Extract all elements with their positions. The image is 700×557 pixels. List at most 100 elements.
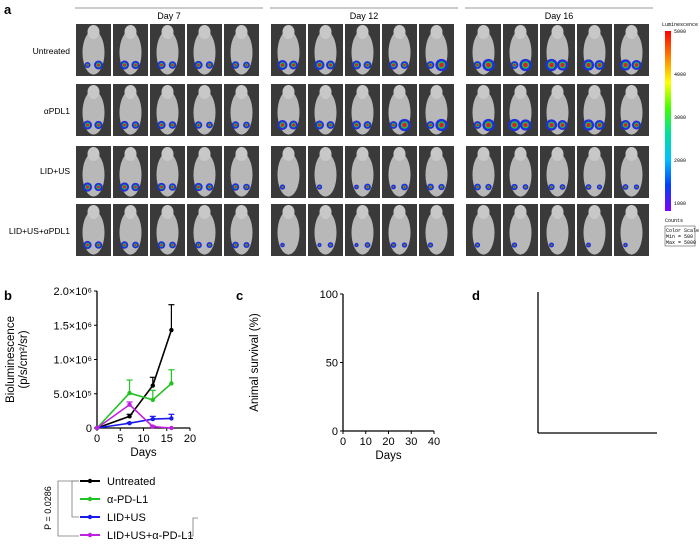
signal-spot <box>560 123 565 127</box>
mouse-image <box>382 146 417 198</box>
signal-spot <box>587 186 590 188</box>
signal-spot <box>317 63 322 67</box>
mouse-head <box>393 205 406 219</box>
signal-spot <box>486 62 491 68</box>
signal-spot <box>402 122 407 128</box>
legend-label: LID+US+α-PD-L1 <box>107 530 193 542</box>
mouse-head <box>477 25 490 39</box>
signal-spot <box>329 244 332 246</box>
signal-spot <box>366 123 369 127</box>
signal-spot <box>429 123 432 127</box>
color-scale-text: Max = 5000 <box>666 240 696 246</box>
series-line-3 <box>96 403 172 429</box>
data-point <box>127 421 132 426</box>
mouse-head <box>430 25 443 39</box>
mouse-head <box>198 205 211 219</box>
group-label: αPDL1 <box>44 106 70 116</box>
mouse-image <box>224 84 259 136</box>
signal-spot <box>429 186 432 188</box>
mouse-image <box>503 204 538 256</box>
mouse-image <box>419 146 454 198</box>
mouse-head <box>356 25 369 39</box>
signal-spot <box>513 244 516 246</box>
mouse-image <box>382 84 417 136</box>
signal-spot <box>403 63 406 67</box>
x-tick-label: 40 <box>428 436 440 448</box>
panel-label-b: b <box>4 288 12 303</box>
colorbar-tick: 5000 <box>674 29 686 35</box>
y-axis-unit-label: (p/s/cm²/sr) <box>18 330 30 388</box>
mouse-image <box>76 24 111 76</box>
signal-spot <box>234 185 237 189</box>
mouse-image <box>113 84 148 136</box>
signal-spot <box>97 63 100 67</box>
signal-spot <box>549 123 554 127</box>
significance-bracket <box>71 480 79 518</box>
y-axis-label: Animal survival (%) <box>249 313 261 412</box>
x-tick-label: 20 <box>382 436 394 448</box>
signal-spot <box>160 123 163 127</box>
series-line-0 <box>96 329 173 429</box>
mouse-image <box>150 24 185 76</box>
signal-spot <box>392 186 395 188</box>
signal-spot <box>160 243 163 247</box>
mouse-head <box>124 147 137 161</box>
signal-spot <box>197 185 200 189</box>
signal-spot <box>97 123 100 127</box>
data-point <box>127 402 132 407</box>
mouse-head <box>87 205 100 219</box>
signal-spot <box>245 124 248 126</box>
x-tick-label: 30 <box>405 436 417 448</box>
x-tick-label: 0 <box>340 436 346 448</box>
mouse-head <box>198 25 211 39</box>
mouse-head <box>625 85 638 99</box>
signal-spot <box>234 63 237 67</box>
data-point <box>94 425 100 431</box>
signal-spot <box>197 123 200 127</box>
signal-spot <box>245 244 248 246</box>
signal-spot <box>85 185 90 189</box>
mouse-head <box>124 85 137 99</box>
mouse-head <box>319 25 332 39</box>
mouse-image <box>187 24 222 76</box>
signal-spot <box>366 63 369 67</box>
data-point <box>169 425 174 431</box>
mouse-head <box>356 85 369 99</box>
mouse-head <box>393 25 406 39</box>
x-axis-label: Days <box>130 447 156 459</box>
mouse-head <box>282 85 295 99</box>
mouse-image <box>150 84 185 136</box>
mouse-image <box>540 24 575 76</box>
signal-spot <box>440 186 443 188</box>
mouse-head <box>551 25 564 39</box>
mouse-head <box>319 205 332 219</box>
signal-spot <box>280 123 285 127</box>
y-tick-label: 1.0×10⁶ <box>54 355 92 367</box>
significance-bracket <box>57 480 79 537</box>
mouse-image <box>503 24 538 76</box>
signal-spot <box>523 123 528 127</box>
legend-label: LID+US <box>107 512 146 524</box>
data-point <box>169 381 174 386</box>
mouse-head <box>588 147 601 161</box>
data-point <box>150 397 155 403</box>
y-tick-label: 2.0×10⁶ <box>54 286 92 298</box>
mouse-image <box>540 84 575 136</box>
signal-spot <box>86 64 89 66</box>
chart-b: 0 5 10 15 20 0 5.0×10⁵ 1.0×10⁶ 1.5×10⁶ 2.0×10⁶ Day… <box>5 286 198 542</box>
x-tick-label: 0 <box>94 433 100 445</box>
signal-spot <box>635 186 638 188</box>
signal-spot <box>403 244 406 246</box>
mouse-image <box>308 204 343 256</box>
signal-spot <box>476 186 479 188</box>
signal-spot <box>197 244 200 246</box>
mouse-head <box>625 205 638 219</box>
legend-marker <box>87 496 93 502</box>
signal-spot <box>513 63 516 67</box>
mouse-image <box>466 146 501 198</box>
mouse-image <box>419 24 454 76</box>
signal-spot <box>329 63 332 67</box>
mouse-image <box>345 24 380 76</box>
signal-spot <box>97 185 100 189</box>
